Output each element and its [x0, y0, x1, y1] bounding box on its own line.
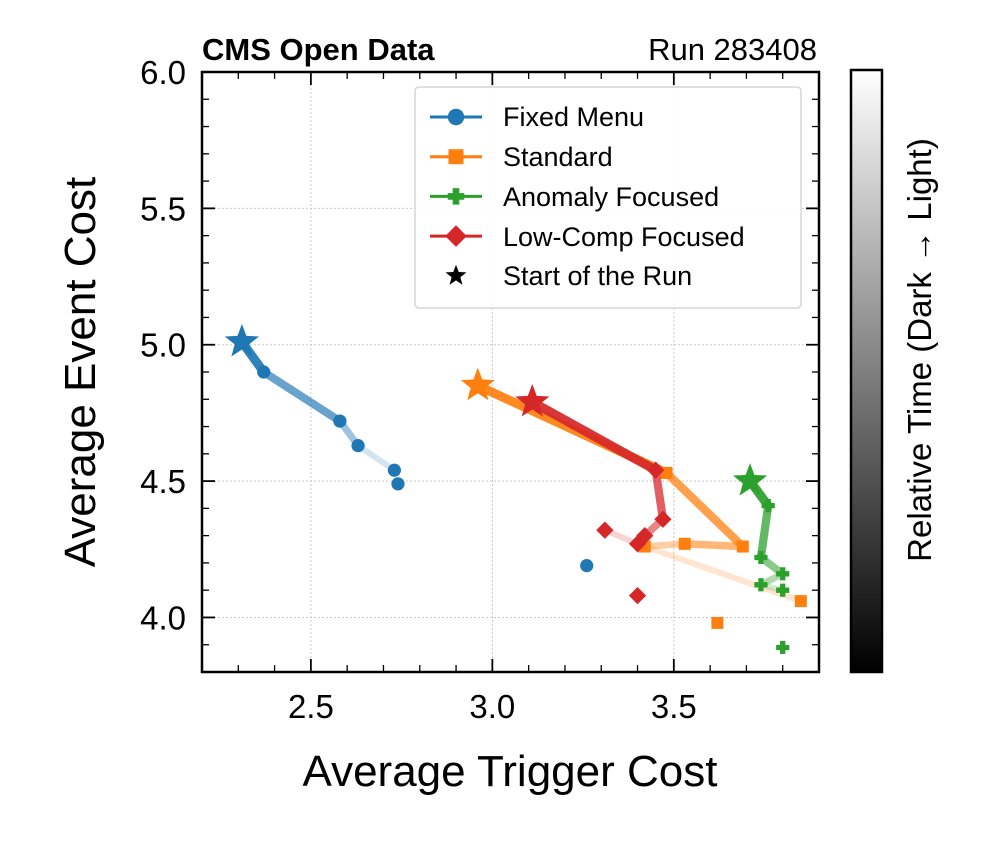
header-left-label: CMS Open Data [202, 32, 435, 67]
series-layer [224, 324, 807, 655]
data-point [761, 499, 775, 513]
legend-label-anomaly-focused: Anomaly Focused [503, 182, 719, 212]
legend-marker [445, 225, 467, 247]
legend-marker [447, 108, 465, 126]
x-axis-label: Average Trigger Cost [303, 747, 718, 796]
y-tick-label: 6.0 [140, 54, 186, 91]
data-point [754, 578, 768, 592]
series-segment [355, 442, 398, 474]
y-tick-label: 4.0 [140, 599, 186, 636]
legend-swatch-anomaly-focused [430, 188, 482, 205]
data-point [580, 559, 594, 573]
data-point [628, 586, 647, 605]
header-right-label: Run 283408 [648, 32, 817, 67]
series-fixed-menu [224, 324, 594, 573]
data-point [647, 461, 665, 479]
legend-swatch-standard [430, 149, 482, 165]
data-point [776, 567, 790, 581]
data-point [711, 616, 724, 629]
series-segment [641, 540, 689, 550]
legend-marker [448, 149, 464, 165]
y-tick-label: 5.0 [140, 327, 186, 364]
series-segment [680, 540, 747, 551]
legend-swatch-low-comp-focused [430, 225, 482, 247]
legend-marker [447, 188, 465, 205]
start-star-marker [515, 384, 550, 417]
x-tick-label: 3.0 [469, 688, 515, 725]
data-point [391, 477, 405, 491]
x-tick-label: 2.5 [288, 688, 334, 725]
data-point [596, 521, 614, 539]
data-point [654, 510, 672, 528]
data-point [794, 595, 807, 608]
series-anomaly-focused [732, 463, 790, 655]
data-point [628, 535, 647, 553]
ticks: 2.5 3.0 3.5 4.0 4.5 5.0 5.5 6.0 [140, 54, 820, 725]
data-point [754, 550, 768, 565]
legend-label-low-comp-focused: Low-Comp Focused [503, 222, 745, 252]
y-tick-label: 5.5 [140, 190, 186, 227]
series-segment [259, 368, 344, 426]
series-segment [662, 468, 747, 551]
colorbar: Relative Time (Dark → Light) [849, 68, 938, 674]
series-segment [757, 553, 787, 578]
data-point [776, 583, 790, 597]
data-point [257, 365, 271, 379]
legend-label-fixed-menu: Fixed Menu [503, 102, 644, 132]
series-segment [641, 543, 804, 605]
legend-label-standard: Standard [503, 142, 613, 172]
series-segment [651, 466, 668, 524]
series-segment [756, 501, 773, 562]
start-star-marker [460, 367, 495, 401]
colorbar-label: Relative Time (Dark → Light) [901, 138, 938, 562]
data-point [387, 463, 401, 477]
legend: Fixed Menu Standard Anomaly Focused Low-… [414, 86, 802, 309]
x-tick-label: 3.5 [651, 688, 697, 725]
legend-box [414, 86, 802, 309]
legend-swatch-fixed-menu [430, 108, 482, 126]
series-segment [527, 397, 661, 475]
legend-marker [445, 264, 467, 285]
data-point [736, 540, 749, 553]
series-low-comp-focused [515, 384, 672, 605]
colorbar-gradient [849, 68, 884, 674]
data-point [333, 414, 347, 428]
start-star-marker [732, 463, 768, 496]
legend-entries: Fixed Menu Standard Anomaly Focused Low-… [430, 102, 745, 291]
data-point [776, 640, 790, 655]
legend-label-start-of-run: Start of the Run [503, 261, 692, 291]
data-point [678, 537, 691, 550]
legend-swatch-start-of-the-run [445, 264, 467, 285]
y-tick-label: 4.5 [140, 463, 186, 500]
y-axis-label: Average Event Cost [56, 177, 105, 568]
data-point [351, 439, 365, 453]
start-star-marker [224, 324, 260, 357]
series-standard [460, 367, 807, 629]
